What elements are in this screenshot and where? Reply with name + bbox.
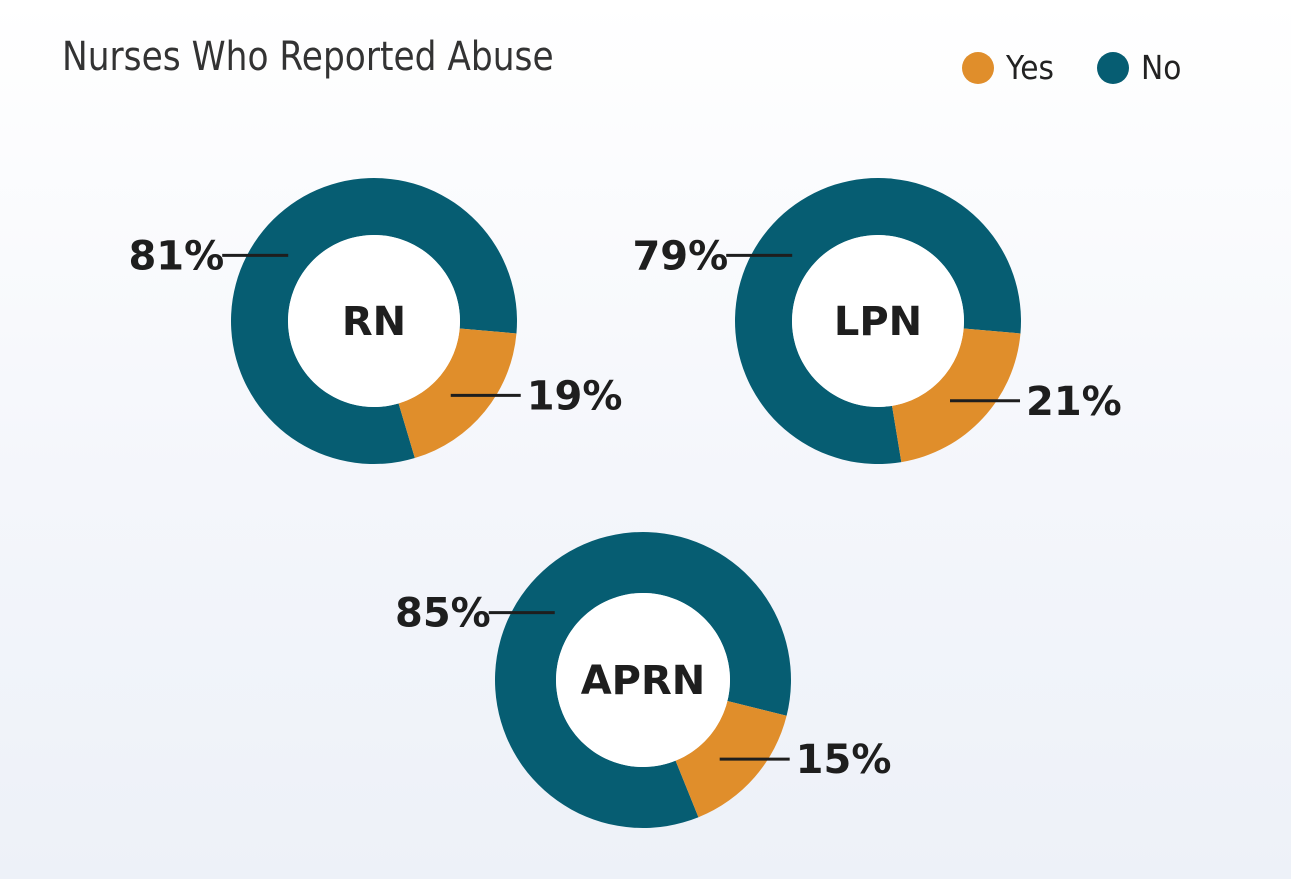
legend-label-no: No [1141,48,1182,87]
value-label-no: 81% [128,233,224,279]
donut-aprn: APRN 85% 15% [395,532,891,828]
legend: Yes No [962,48,1224,87]
donut-hole [792,235,964,407]
legend-swatch-no [1097,51,1130,84]
slice-yes-lpn [892,328,1021,463]
donut-rn: RN 81% 19% [128,177,623,464]
value-label-yes: 19% [527,373,623,419]
legend-swatch-yes [962,51,994,84]
slice-no-aprn [495,532,791,828]
donut-hole [556,593,730,767]
donut-center-label: RN [342,299,406,345]
donut-center-label: LPN [834,299,922,345]
value-label-no: 79% [632,233,728,279]
slice-no-rn [231,177,518,464]
chart-title: Nurses Who Reported Abuse [62,34,554,80]
legend-item-yes: Yes [962,48,1059,87]
legend-item-no: No [1097,48,1186,87]
value-label-yes: 15% [796,737,892,783]
slice-no-lpn [735,177,1021,464]
value-label-yes: 21% [1026,379,1122,425]
donut-lpn: LPN 79% 21% [632,177,1122,464]
donut-hole [288,235,460,407]
value-label-no: 85% [395,591,491,637]
legend-label-yes: Yes [1006,48,1054,87]
slice-yes-rn [398,328,517,459]
donut-center-label: APRN [581,658,706,704]
